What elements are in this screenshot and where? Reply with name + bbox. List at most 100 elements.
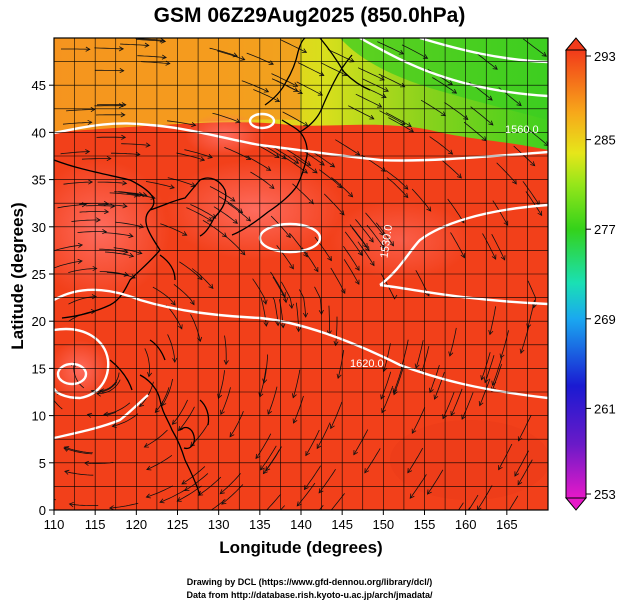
streamline — [330, 493, 345, 510]
streamline — [323, 193, 345, 216]
streamline — [266, 494, 281, 510]
streamline-arrow — [144, 42, 150, 48]
streamline — [476, 485, 493, 510]
streamline-arrow — [532, 303, 537, 309]
y-tick-label: 35 — [32, 173, 46, 188]
streamline — [520, 325, 530, 354]
streamline — [366, 224, 385, 249]
streamline-arrow — [447, 80, 454, 86]
streamline — [450, 388, 463, 416]
streamline — [224, 335, 227, 365]
streamline-arrow — [133, 192, 140, 198]
x-tick-label: 145 — [331, 517, 353, 532]
x-tick-label: 135 — [249, 517, 271, 532]
streamline — [109, 192, 139, 197]
streamline-arrow — [45, 386, 49, 391]
streamline-arrow — [85, 149, 91, 155]
streamline — [255, 433, 272, 459]
streamline-arrow — [122, 180, 128, 186]
streamline-arrow — [262, 378, 268, 384]
streamline — [276, 245, 294, 270]
streamline — [54, 498, 56, 501]
contour-label-1560: 1560.0 — [505, 124, 539, 136]
streamline — [301, 247, 319, 272]
streamline-arrow — [235, 118, 241, 124]
streamline-arrow — [492, 64, 498, 70]
streamline-arrow — [354, 279, 360, 285]
streamline — [353, 429, 369, 455]
streamline-arrow — [29, 490, 33, 494]
streamline-arrow — [541, 51, 547, 57]
streamline-arrow — [440, 111, 447, 117]
streamline — [484, 355, 495, 383]
streamline-arrow — [503, 220, 509, 226]
streamline — [305, 429, 320, 456]
streamline-arrow — [363, 242, 368, 249]
streamline — [190, 314, 201, 342]
streamline-arrow — [275, 321, 281, 327]
streamline — [73, 362, 85, 389]
streamline — [69, 503, 99, 506]
streamline — [179, 261, 203, 280]
streamline — [224, 147, 251, 160]
streamline-arrow — [145, 142, 151, 148]
streamline-arrow — [207, 153, 213, 159]
streamline-arrow — [184, 486, 190, 492]
lat-lon-grid — [53, 37, 549, 511]
streamline-arrow — [380, 243, 385, 249]
colorbar-tick-label: 293 — [594, 49, 616, 64]
streamline — [383, 343, 391, 372]
y-tick-label: 30 — [32, 220, 46, 235]
streamline — [318, 505, 324, 510]
streamline — [365, 212, 384, 236]
colorbar-tick-label: 269 — [594, 312, 616, 327]
streamline — [165, 304, 183, 330]
streamline-arrow — [240, 56, 246, 61]
streamline — [120, 43, 149, 46]
streamline-arrow — [274, 153, 280, 159]
colorbar: 253 261 269 277 285 293 — [564, 37, 616, 511]
chart-title: GSM 06Z29Aug2025 (850.0hPa) — [153, 4, 466, 27]
streamline-arrow — [280, 323, 286, 329]
colorbar-tick-label: 253 — [594, 487, 616, 502]
streamline-arrow — [297, 89, 303, 94]
streamline-arrow — [262, 299, 268, 305]
streamline — [498, 443, 513, 470]
streamline-arrow — [190, 441, 196, 447]
streamline-arrow — [316, 443, 322, 450]
streamline — [461, 392, 474, 420]
streamline — [245, 155, 271, 171]
streamline-arrow — [317, 91, 324, 96]
streamline — [482, 233, 497, 260]
streamline-arrow — [260, 465, 265, 471]
x-tick-label: 125 — [167, 517, 189, 532]
streamline — [343, 259, 360, 285]
streamline-arrow — [312, 168, 318, 174]
streamline-arrow — [96, 391, 102, 397]
y-tick-label: 5 — [39, 456, 46, 471]
streamline — [218, 370, 225, 399]
streamline-arrow — [202, 512, 207, 516]
streamline — [314, 236, 332, 261]
streamline — [525, 126, 548, 146]
streamline — [335, 139, 360, 156]
streamline-arrow — [263, 321, 269, 327]
streamline-arrow — [118, 46, 125, 52]
streamline — [523, 38, 547, 57]
streamline-arrow — [487, 95, 493, 101]
streamline-arrow — [296, 327, 302, 333]
streamline — [113, 247, 142, 254]
streamline — [314, 286, 322, 315]
x-tick-label: 150 — [372, 517, 394, 532]
streamline — [280, 505, 285, 510]
y-tick-label: 10 — [32, 409, 46, 424]
streamline-arrow — [118, 103, 125, 109]
streamline-arrow — [77, 242, 84, 248]
streamline-arrow — [476, 505, 482, 510]
streamline — [330, 267, 346, 294]
streamline — [411, 407, 426, 434]
streamline-arrow — [305, 450, 310, 457]
streamline — [355, 219, 374, 243]
streamline — [385, 112, 412, 127]
streamline — [64, 470, 94, 476]
